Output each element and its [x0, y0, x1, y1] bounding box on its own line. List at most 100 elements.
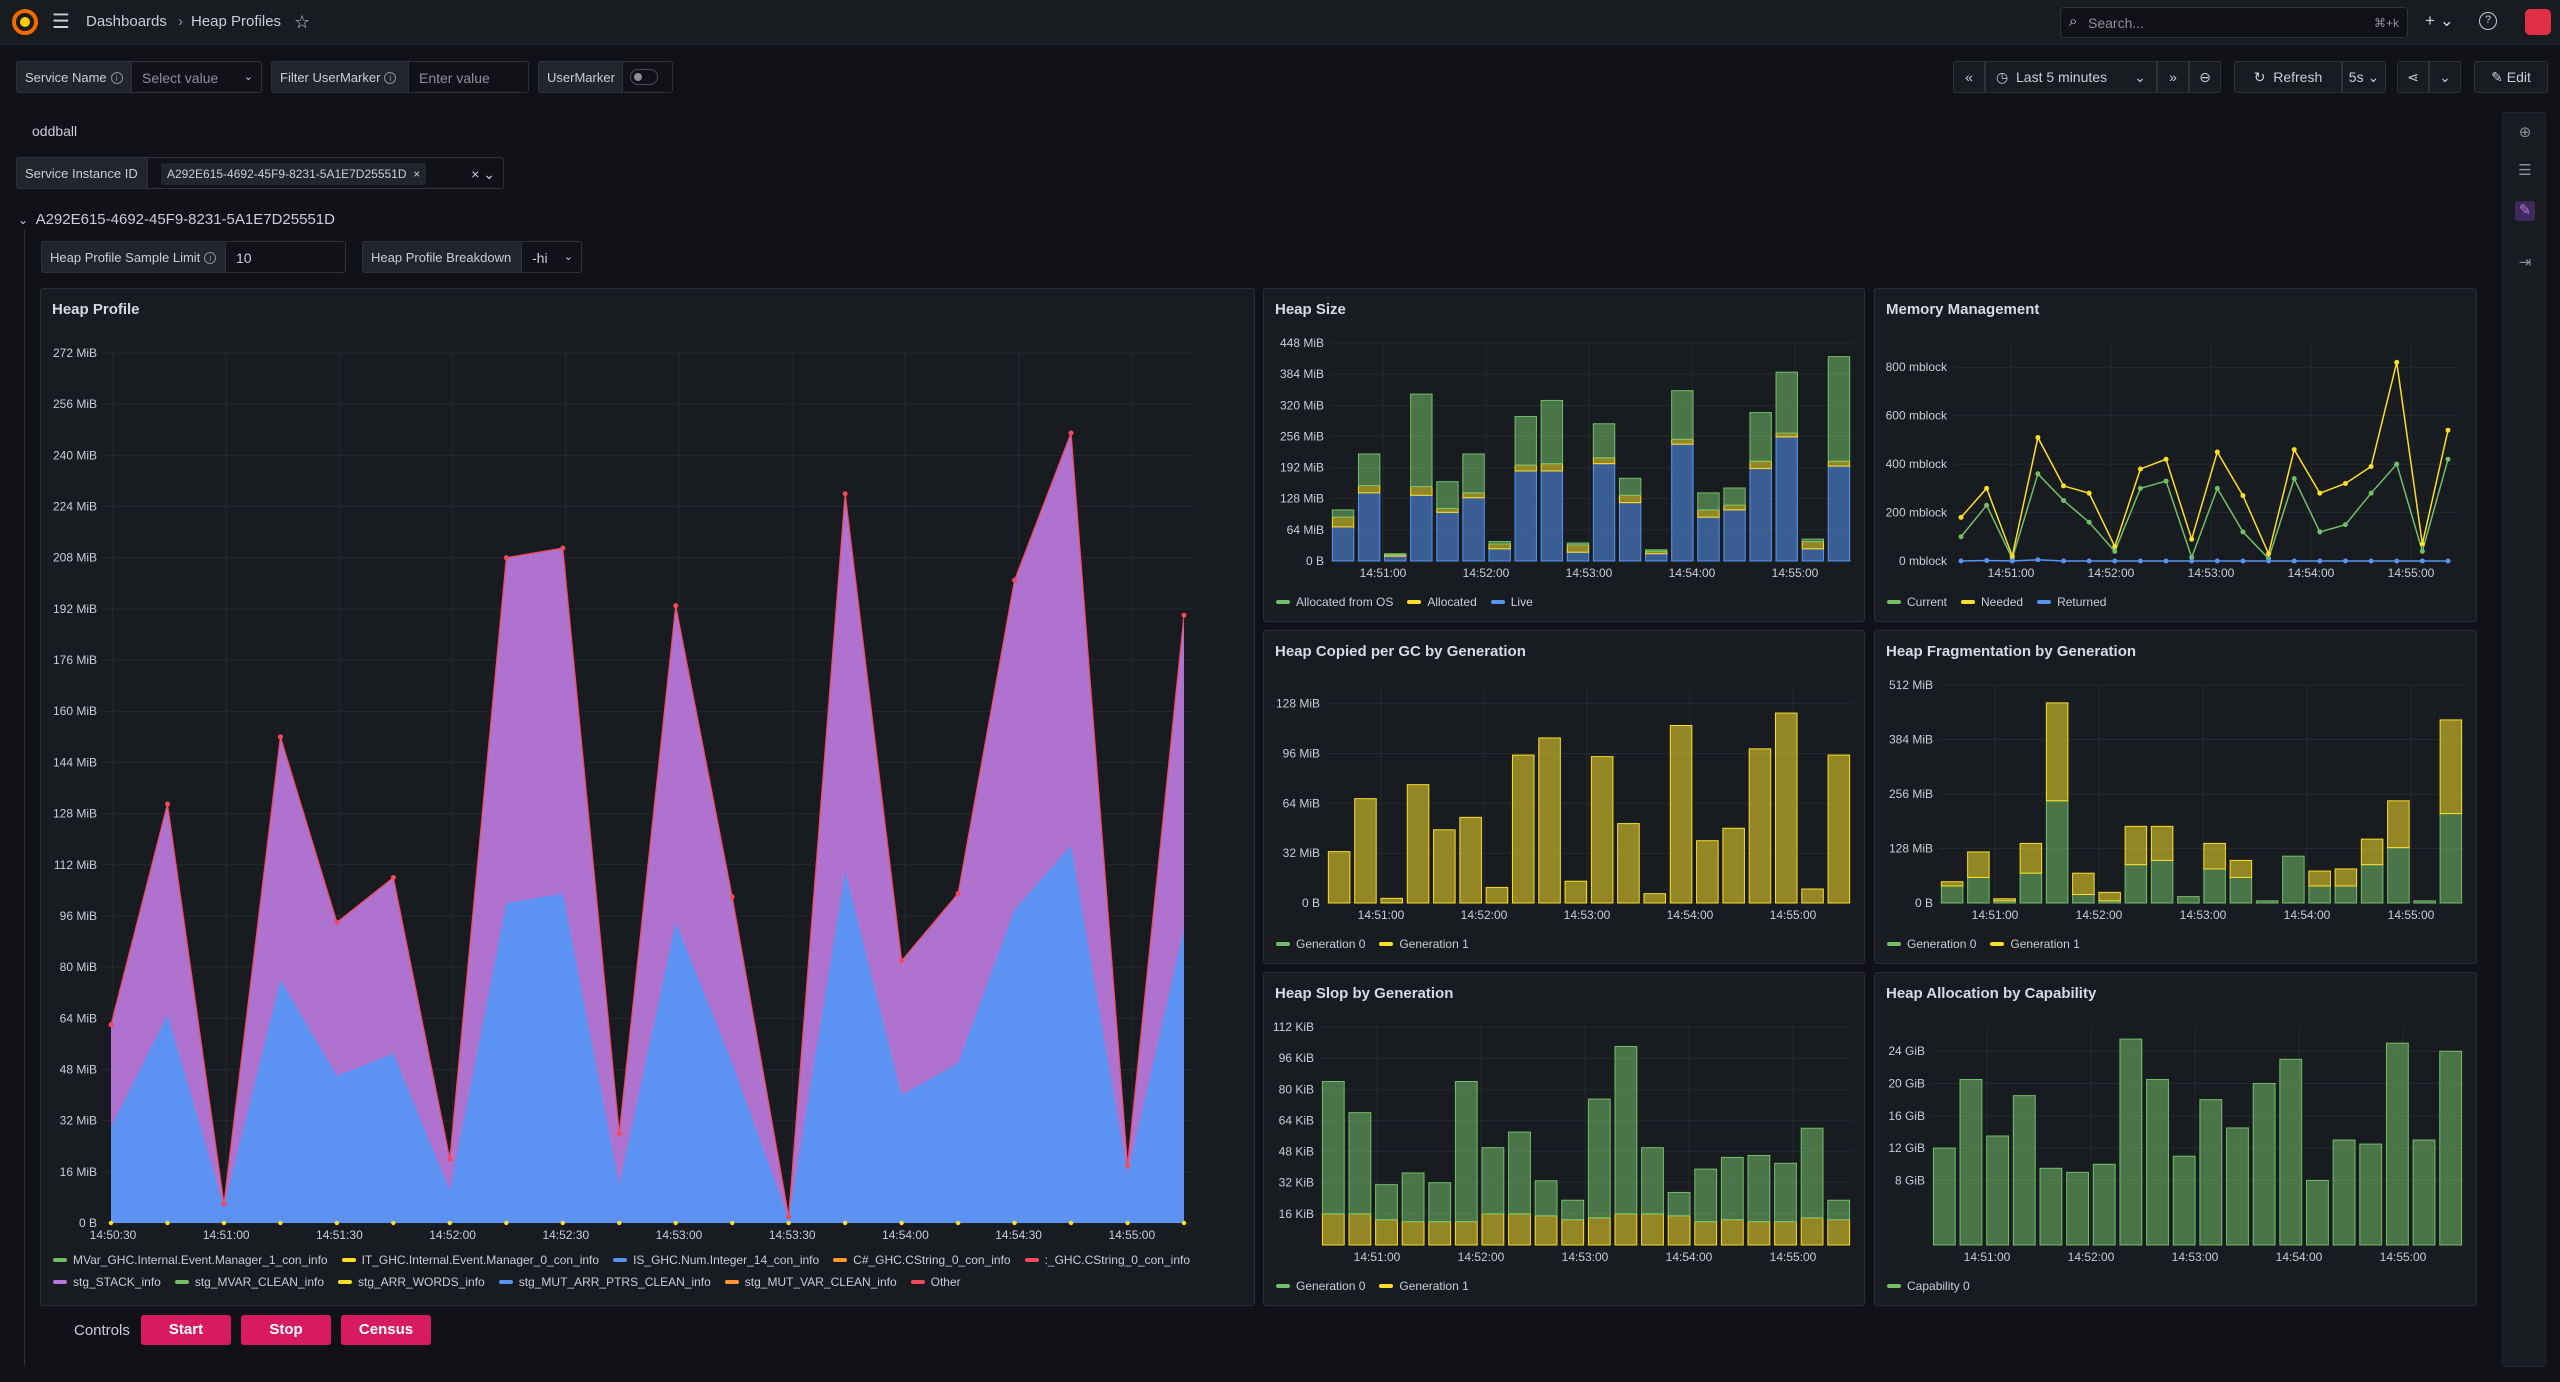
- data-point: [2035, 434, 2041, 440]
- census-button[interactable]: Census: [341, 1315, 431, 1345]
- legend-label: Generation 0: [1907, 937, 1977, 951]
- legend-item[interactable]: Current: [1887, 591, 1947, 613]
- data-point: [2291, 476, 2297, 482]
- legend-item[interactable]: stg_ARR_WORDS_info: [338, 1271, 485, 1293]
- service-name-select[interactable]: Select value ⌄: [132, 61, 262, 93]
- bar: [1775, 432, 1798, 438]
- row-header[interactable]: ⌄ A292E615-4692-45F9-8231-5A1E7D25551D: [18, 211, 335, 228]
- bar: [1801, 538, 1825, 543]
- legend-item[interactable]: :_GHC.CString_0_con_info: [1024, 1249, 1190, 1271]
- data-point: [2266, 551, 2272, 557]
- bar: [1436, 481, 1459, 509]
- data-point: [2009, 553, 2015, 559]
- bar: [1564, 880, 1588, 904]
- bar: [2150, 825, 2174, 861]
- legend-item[interactable]: Allocated: [1407, 591, 1477, 613]
- edit-button[interactable]: ✎ Edit: [2474, 61, 2548, 93]
- grafana-logo-icon[interactable]: [12, 9, 38, 35]
- legend-item[interactable]: Other: [910, 1271, 961, 1293]
- y-tick-label: 48 KiB: [1279, 1145, 1314, 1159]
- x-tick-label: 14:55:00: [1770, 908, 1817, 922]
- legend-item[interactable]: Generation 1: [1990, 933, 2080, 955]
- legend-item[interactable]: Generation 0: [1276, 1275, 1365, 1297]
- breakdown-select[interactable]: -hi ⌄: [522, 241, 582, 273]
- bar: [2146, 1078, 2169, 1246]
- usermarker-toggle[interactable]: [630, 69, 658, 85]
- y-tick-label: 128 MiB: [1889, 842, 1933, 856]
- bar: [1436, 507, 1459, 513]
- bar: [1694, 1221, 1718, 1246]
- x-tick-label: 14:55:00: [1772, 566, 1819, 580]
- data-point: [2394, 558, 2400, 564]
- start-button[interactable]: Start: [141, 1315, 231, 1345]
- instance-chip[interactable]: A292E615-4692-45F9-8231-5A1E7D25551D ×: [161, 163, 427, 185]
- legend-item[interactable]: MVar_GHC.Internal.Event.Manager_1_con_in…: [53, 1249, 328, 1271]
- legend-item[interactable]: C#_GHC.CString_0_con_info: [833, 1249, 1011, 1271]
- filter-usermarker-input[interactable]: Enter value: [409, 61, 529, 93]
- stop-button[interactable]: Stop: [241, 1315, 331, 1345]
- legend-item[interactable]: Returned: [2037, 591, 2106, 613]
- breadcrumb-dashboards[interactable]: Dashboards: [86, 13, 167, 30]
- refresh-button[interactable]: ↻ Refresh: [2234, 61, 2342, 93]
- search-input[interactable]: ⌕ Search... ⌘+k: [2060, 7, 2408, 38]
- legend-item[interactable]: Generation 1: [1379, 1275, 1469, 1297]
- add-panel-icon[interactable]: ⊕: [2518, 124, 2532, 141]
- bar: [1534, 1215, 1558, 1246]
- x-tick-label: 14:53:00: [2172, 1250, 2219, 1264]
- time-forward-button[interactable]: »: [2157, 61, 2189, 93]
- share-icon[interactable]: ⋖: [2397, 61, 2429, 93]
- bar: [1462, 453, 1485, 494]
- legend-item[interactable]: IT_GHC.Internal.Event.Manager_0_con_info: [341, 1249, 599, 1271]
- breakdown-label: Heap Profile Breakdown: [362, 241, 522, 273]
- legend-item[interactable]: Generation 0: [1887, 933, 1976, 955]
- y-tick-label: 192 MiB: [53, 602, 97, 616]
- refresh-interval-select[interactable]: 5s ⌄: [2342, 61, 2386, 93]
- edit-pane-icon[interactable]: ✎: [2515, 201, 2535, 221]
- bar: [1327, 851, 1351, 904]
- legend-item[interactable]: Live: [1490, 591, 1533, 613]
- avatar[interactable]: [2525, 9, 2551, 35]
- add-new-icon[interactable]: + ⌄: [2425, 11, 2454, 30]
- legend-item[interactable]: Capability 0: [1887, 1275, 1970, 1297]
- data-point: [2368, 490, 2374, 496]
- time-back-button[interactable]: «: [1953, 61, 1985, 93]
- menu-icon[interactable]: ☰: [52, 11, 70, 33]
- legend-swatch: [1276, 600, 1290, 604]
- bar: [1827, 460, 1851, 467]
- close-icon[interactable]: ×: [413, 167, 421, 181]
- bar: [1618, 494, 1642, 504]
- y-tick-label: 240 MiB: [53, 448, 97, 462]
- clear-chevron-icon[interactable]: × ⌄: [471, 166, 495, 182]
- time-range-picker[interactable]: ◷ Last 5 minutes ⌄: [1985, 61, 2157, 93]
- bar: [1774, 712, 1798, 904]
- y-tick-label: 200 mblock: [1886, 506, 1948, 520]
- data-point: [2137, 558, 2143, 564]
- legend-item[interactable]: stg_MUT_VAR_CLEAN_info: [724, 1271, 897, 1293]
- bar: [2172, 1155, 2196, 1246]
- bar: [2203, 868, 2226, 904]
- sample-limit-input[interactable]: 10: [226, 241, 346, 273]
- star-icon[interactable]: ☆: [294, 12, 311, 32]
- data-point: [447, 1220, 453, 1226]
- share-dropdown-icon[interactable]: ⌄: [2429, 61, 2461, 93]
- data-point: [504, 1220, 509, 1226]
- series-line: [1960, 459, 2449, 561]
- legend-item[interactable]: IS_GHC.Num.Integer_14_con_info: [613, 1249, 819, 1271]
- data-point: [2394, 359, 2400, 365]
- zoom-out-icon[interactable]: ⊖: [2189, 61, 2221, 93]
- bar: [2092, 1163, 2116, 1246]
- bar: [1723, 504, 1746, 511]
- dock-icon[interactable]: ⇥: [2518, 254, 2532, 271]
- legend-item[interactable]: stg_MVAR_CLEAN_info: [174, 1271, 324, 1293]
- legend-item[interactable]: Needed: [1961, 591, 2023, 613]
- help-icon[interactable]: ?: [2479, 12, 2497, 30]
- y-tick-label: 16 KiB: [1279, 1207, 1314, 1221]
- legend-item[interactable]: stg_STACK_info: [53, 1271, 161, 1293]
- legend-item[interactable]: Generation 1: [1379, 933, 1469, 955]
- legend-item[interactable]: stg_MUT_ARR_PTRS_CLEAN_info: [498, 1271, 711, 1293]
- bar: [1462, 497, 1485, 562]
- legend-item[interactable]: Allocated from OS: [1276, 591, 1393, 613]
- outline-icon[interactable]: ☰: [2518, 162, 2532, 179]
- y-tick-label: 800 mblock: [1886, 360, 1948, 374]
- legend-item[interactable]: Generation 0: [1276, 933, 1365, 955]
